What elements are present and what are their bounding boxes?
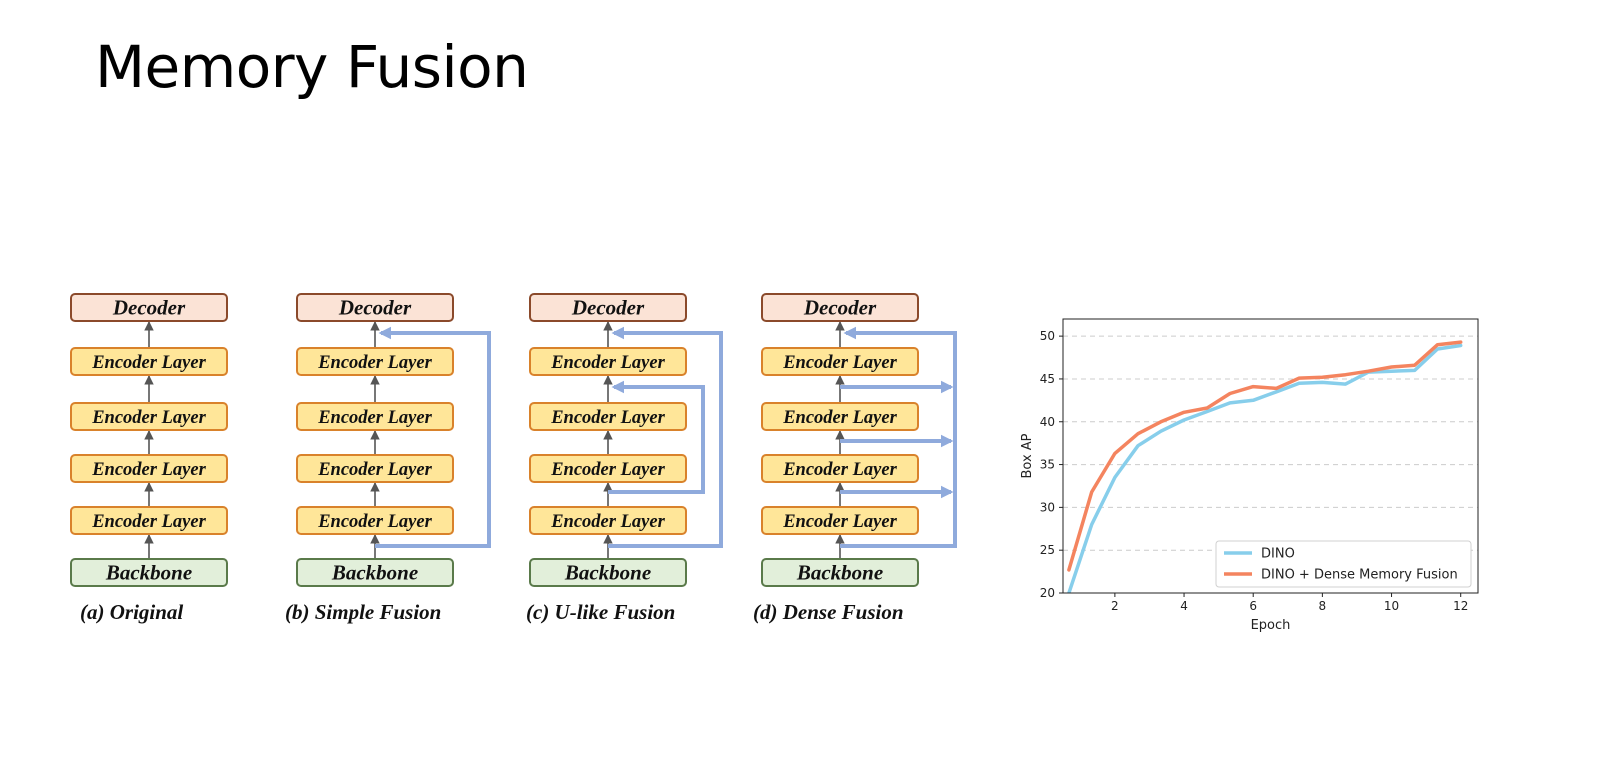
encoder-box: [529, 454, 687, 483]
fusion-connector: [608, 380, 705, 494]
encoder-box: [70, 402, 228, 431]
y-tick-label: 40: [1040, 415, 1055, 429]
encoder-label: Encoder Layer: [550, 408, 665, 428]
encoder-box: [761, 347, 919, 376]
x-tick-label: 8: [1319, 599, 1327, 613]
encoder-label: Encoder Layer: [317, 353, 432, 373]
fusion-connector: [840, 326, 957, 548]
series-dino-line: [1067, 343, 1463, 593]
x-tick-label: 12: [1453, 599, 1468, 613]
backbone-box: [296, 558, 454, 587]
encoder-box: [70, 506, 228, 535]
y-tick-label: 25: [1040, 543, 1055, 557]
encoder-box: [761, 506, 919, 535]
encoder-label: Encoder Layer: [550, 460, 665, 480]
backbone-label: Backbone: [105, 561, 192, 585]
encoder-box: [761, 402, 919, 431]
y-tick-label: 45: [1040, 372, 1055, 386]
encoder-label: Encoder Layer: [782, 512, 897, 532]
encoder-box: [296, 506, 454, 535]
x-tick-label: 4: [1180, 599, 1188, 613]
decoder-box: [296, 293, 454, 322]
diagram-panel-2: Decoder Encoder Layer Encoder Layer Encoder…: [285, 293, 454, 624]
fusion-connector: [375, 326, 491, 548]
encoder-label: Encoder Layer: [91, 353, 206, 373]
x-tick-label: 2: [1111, 599, 1119, 613]
fusion-diagram: Decoder Encoder Layer Encoder Layer Encoder…: [70, 293, 957, 624]
backbone-label: Backbone: [796, 561, 883, 585]
encoder-box: [296, 402, 454, 431]
y-axis-label: Box AP: [1020, 433, 1035, 478]
decoder-label: Decoder: [338, 296, 412, 320]
encoder-box: [529, 347, 687, 376]
legend-box: [1215, 540, 1472, 588]
diagram-panel-3: Decoder Encoder Layer Encoder Layer Encoder…: [526, 293, 687, 624]
encoder-label: Encoder Layer: [550, 512, 665, 532]
encoder-box: [70, 454, 228, 483]
plot-frame: [1062, 318, 1479, 594]
encoder-label: Encoder Layer: [317, 408, 432, 428]
y-tick-label: 30: [1040, 500, 1055, 514]
backbone-box: [761, 558, 919, 587]
encoder-label: Encoder Layer: [782, 408, 897, 428]
backbone-box: [529, 558, 687, 587]
x-tick-label: 10: [1384, 599, 1399, 613]
encoder-label: Encoder Layer: [782, 460, 897, 480]
encoder-label: Encoder Layer: [317, 512, 432, 532]
diagram-panel-1: Decoder Encoder Layer Encoder Layer Encoder…: [70, 293, 228, 624]
encoder-label: Encoder Layer: [91, 460, 206, 480]
encoder-label: Encoder Layer: [550, 353, 665, 373]
encoder-box: [296, 454, 454, 483]
y-tick-label: 20: [1040, 586, 1055, 600]
decoder-label: Decoder: [112, 296, 186, 320]
encoder-box: [529, 506, 687, 535]
encoder-label: Encoder Layer: [782, 353, 897, 373]
x-axis-label: Epoch: [1251, 618, 1291, 633]
decoder-label: Decoder: [571, 296, 645, 320]
backbone-label: Backbone: [331, 561, 418, 585]
encoder-box: [296, 347, 454, 376]
panel-caption: (a) Original: [80, 600, 183, 624]
y-tick-label: 50: [1040, 329, 1055, 343]
backbone-label: Backbone: [564, 561, 651, 585]
panel-caption: (c) U-like Fusion: [526, 600, 675, 624]
backbone-box: [70, 558, 228, 587]
fusion-connector: [608, 326, 723, 548]
encoder-label: Encoder Layer: [91, 512, 206, 532]
diagram-panel-4: Decoder Encoder Layer Encoder Layer Encoder…: [753, 293, 919, 624]
encoder-label: Encoder Layer: [317, 460, 432, 480]
decoder-box: [761, 293, 919, 322]
panel-caption: (d) Dense Fusion: [753, 600, 904, 624]
encoder-label: Encoder Layer: [91, 408, 206, 428]
slide-title: Memory Fusion: [95, 33, 529, 101]
x-tick-label: 6: [1249, 599, 1257, 613]
decoder-box: [529, 293, 687, 322]
encoder-box: [70, 347, 228, 376]
decoder-box: [70, 293, 228, 322]
series-dense-fusion-line: [1067, 340, 1463, 572]
encoder-box: [529, 402, 687, 431]
legend-label: DINO + Dense Memory Fusion: [1261, 568, 1458, 583]
panel-caption: (b) Simple Fusion: [285, 600, 441, 624]
legend-label: DINO: [1261, 547, 1295, 562]
encoder-box: [761, 454, 919, 483]
chart-legend: DINO DINO + Dense Memory Fusion: [1215, 540, 1472, 588]
decoder-label: Decoder: [803, 296, 877, 320]
y-tick-label: 35: [1040, 458, 1055, 472]
